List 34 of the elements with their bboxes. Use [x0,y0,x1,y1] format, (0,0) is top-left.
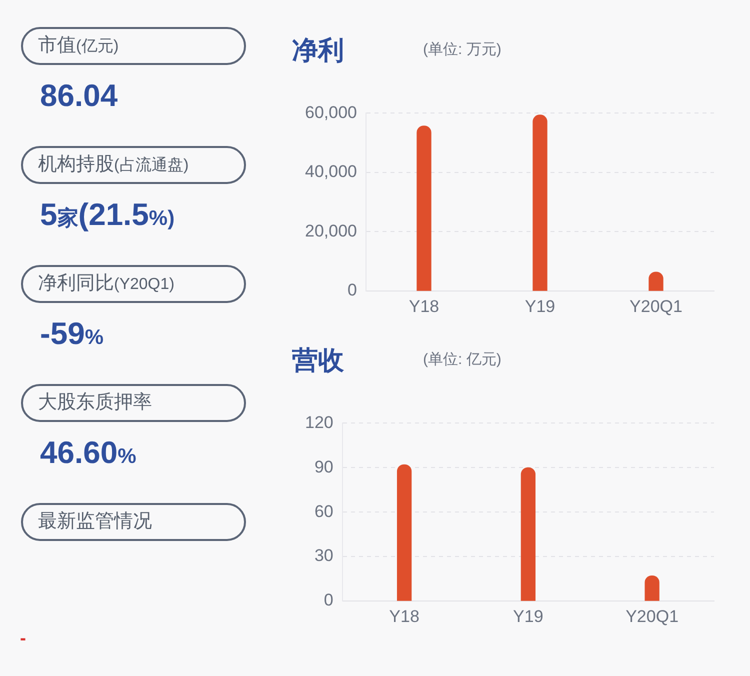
chart-subtitle: (单位: 万元) [423,41,502,59]
text: 净利同比(Y20Q1) [38,273,174,294]
chart-title: 营收 [292,344,344,376]
text: 大股东质押率 [38,392,152,413]
chart-subtitle: (单位: 亿元) [423,351,502,369]
bar [644,575,660,601]
text: 机构持股(占流通盘) [38,154,189,175]
y-tick-label: 40,000 [304,162,357,182]
x-tick-label: Y19 [513,606,544,626]
y-tick-label: 60 [314,502,334,521]
chart-title: 净利 [292,34,344,66]
text: 市值(亿元) [38,35,119,56]
x-tick-label: Y20Q1 [626,606,679,626]
y-tick-label: 0 [324,590,334,610]
text: -59% [40,316,104,351]
x-tick-label: Y20Q1 [630,296,682,316]
text: 46.60% [40,435,136,470]
bar [520,467,536,601]
y-tick-label: 30 [314,546,334,566]
text: 5家(21.5%) [40,197,175,232]
y-tick-label: 120 [304,412,334,432]
y-tick-label: 90 [314,457,334,476]
bar [416,126,432,291]
y-tick-label: 20,000 [304,221,357,240]
y-tick-label: 0 [348,280,357,300]
x-tick-label: Y18 [408,296,440,316]
text: - [20,628,26,648]
x-tick-label: Y19 [524,296,556,316]
bar [532,114,548,291]
text: 86.04 [40,78,118,113]
text: 最新监管情况 [38,511,152,532]
y-tick-label: 60,000 [304,102,357,122]
x-tick-label: Y18 [389,606,420,626]
bar [396,464,412,601]
